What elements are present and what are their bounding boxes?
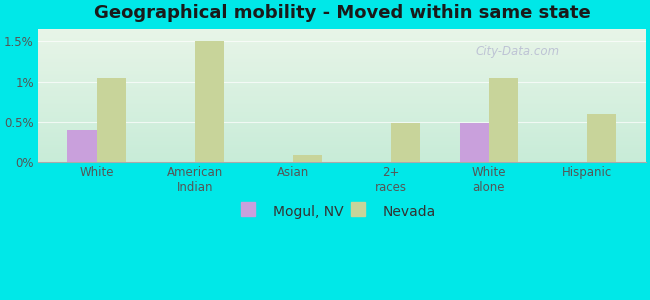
Bar [489,77,519,162]
Text: City-Data.com: City-Data.com [476,45,560,58]
Bar [460,123,489,162]
Title: Geographical mobility - Moved within same state: Geographical mobility - Moved within sam… [94,4,590,22]
Bar [195,41,224,162]
Bar [68,130,97,162]
Bar [293,155,322,162]
Legend: Mogul, NV, Nevada: Mogul, NV, Nevada [248,205,436,219]
Bar [391,123,421,162]
Bar [97,77,126,162]
Bar [587,114,616,162]
